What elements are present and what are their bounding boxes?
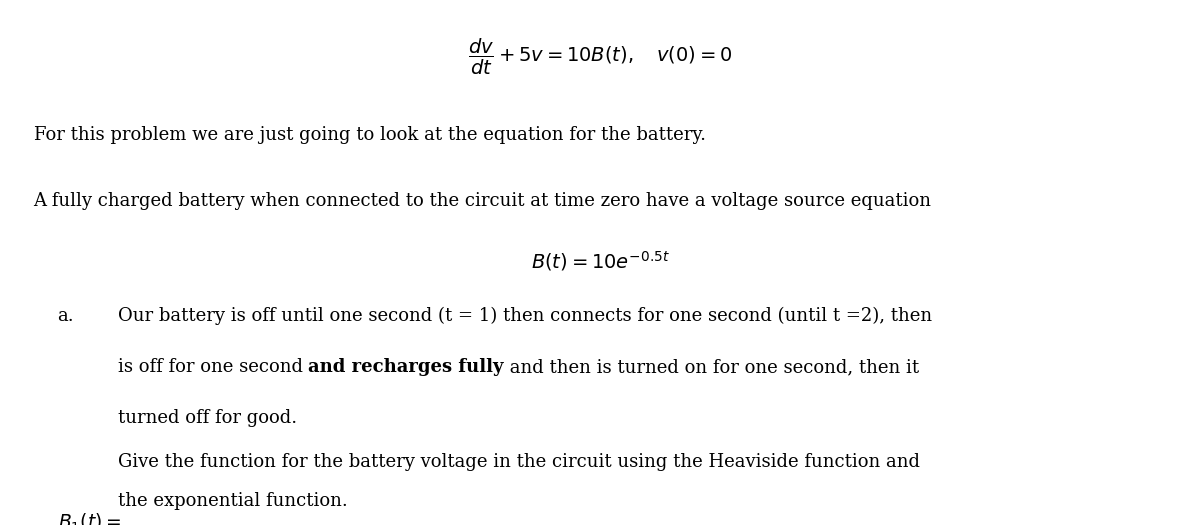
Text: $B_1(t) =$: $B_1(t) =$: [58, 512, 121, 525]
Text: Give the function for the battery voltage in the circuit using the Heaviside fun: Give the function for the battery voltag…: [118, 453, 919, 470]
Text: turned off for good.: turned off for good.: [118, 409, 296, 427]
Text: $\dfrac{dv}{dt} + 5v = 10B(t), \quad v(0) = 0$: $\dfrac{dv}{dt} + 5v = 10B(t), \quad v(0…: [468, 37, 732, 77]
Text: is off for one second: is off for one second: [118, 358, 308, 376]
Text: A fully charged battery when connected to the circuit at time zero have a voltag: A fully charged battery when connected t…: [34, 192, 931, 209]
Text: a.: a.: [58, 307, 74, 325]
Text: Our battery is off until one second (t = 1) then connects for one second (until : Our battery is off until one second (t =…: [118, 307, 931, 326]
Text: and then is turned on for one second, then it: and then is turned on for one second, th…: [504, 358, 919, 376]
Text: the exponential function.: the exponential function.: [118, 492, 347, 510]
Text: For this problem we are just going to look at the equation for the battery.: For this problem we are just going to lo…: [34, 126, 706, 144]
Text: and recharges fully: and recharges fully: [308, 358, 504, 376]
Text: $B(t) = 10e^{-0.5t}$: $B(t) = 10e^{-0.5t}$: [530, 249, 670, 274]
